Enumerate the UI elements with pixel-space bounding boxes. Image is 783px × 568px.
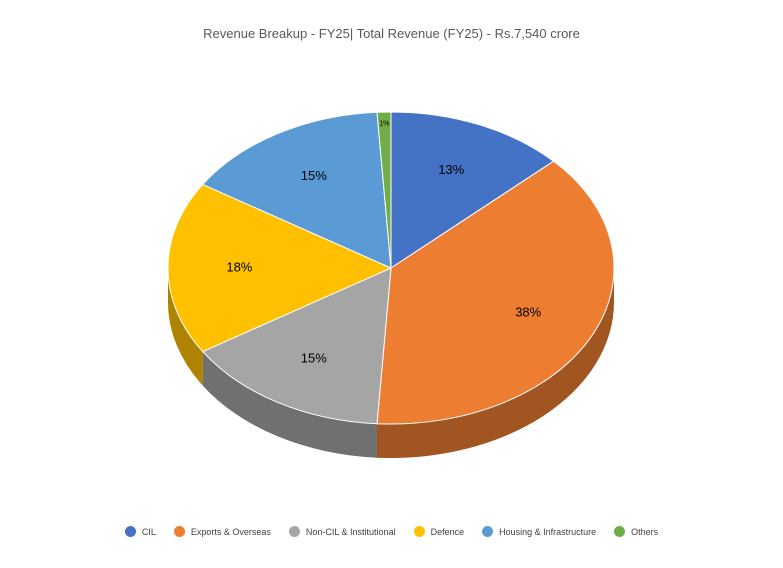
legend-swatch-3 xyxy=(413,526,425,537)
data-label-5: 1% xyxy=(379,121,389,128)
legend-swatch-5 xyxy=(614,526,626,537)
chart-legend: CIL Exports & Overseas Non-CIL & Instituti… xyxy=(0,526,783,537)
legend-label-3: Defence xyxy=(430,526,465,537)
legend-label-4: Housing & Infrastructure xyxy=(499,526,597,537)
legend-swatch-0 xyxy=(124,526,136,537)
pie-slice-3[interactable] xyxy=(167,183,393,353)
pie-slice-4[interactable] xyxy=(201,111,392,269)
legend-label-2: Non-CIL & Institutional xyxy=(305,526,396,537)
data-label-2: 15% xyxy=(301,351,327,366)
legend-item-4: Housing & Infrastructure xyxy=(482,526,596,537)
chart-title: Revenue Breakup - FY25| Total Revenue (F… xyxy=(203,26,580,41)
legend-label-1: Exports & Overseas xyxy=(190,526,271,537)
legend-swatch-2 xyxy=(288,526,300,537)
legend-swatch-4 xyxy=(482,526,494,537)
data-label-1: 38% xyxy=(515,305,541,320)
pie-slice-2[interactable] xyxy=(201,267,392,425)
legend-swatch-1 xyxy=(173,526,185,537)
legend-label-0: CIL xyxy=(141,526,156,537)
legend-item-5: Others xyxy=(614,526,658,537)
slice-side-3 xyxy=(168,268,203,386)
pie-slice-5[interactable] xyxy=(376,111,392,269)
legend-label-5: Others xyxy=(631,526,659,537)
slice-side-2 xyxy=(202,351,377,458)
legend-item-2: Non-CIL & Institutional xyxy=(288,526,396,537)
pie-slice-1[interactable] xyxy=(376,160,615,425)
pie-slice-0[interactable] xyxy=(390,111,555,269)
slice-side-1 xyxy=(376,268,614,458)
data-label-0: 13% xyxy=(438,162,464,177)
data-label-3: 18% xyxy=(226,259,252,274)
legend-item-3: Defence xyxy=(413,526,465,537)
legend-item-1: Exports & Overseas xyxy=(173,526,271,537)
data-label-4: 15% xyxy=(301,168,327,183)
legend-item-0: CIL xyxy=(124,526,156,537)
